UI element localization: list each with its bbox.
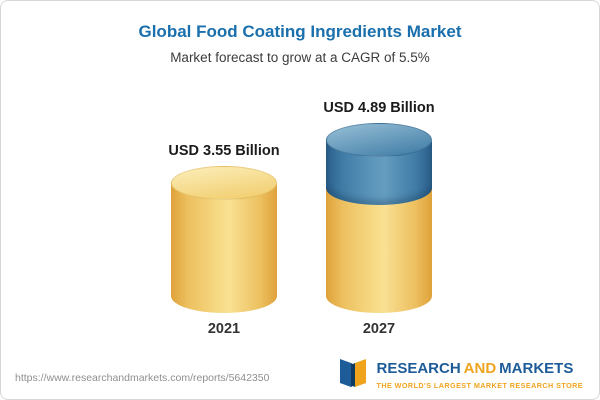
- brand-word-markets: MARKETS: [499, 360, 574, 378]
- brand-words: RESEARCH AND MARKETS: [376, 361, 583, 378]
- bar-2027-cylinder: [326, 123, 432, 313]
- bar-2027-base-segment: [326, 188, 432, 313]
- brand-logo: RESEARCH AND MARKETS THE WORLD'S LARGEST…: [338, 356, 583, 395]
- page-title: Global Food Coating Ingredients Market: [138, 22, 462, 41]
- brand-text: RESEARCH AND MARKETS THE WORLD'S LARGEST…: [376, 361, 583, 390]
- bar-2027-top-ellipse: [326, 123, 432, 157]
- chart-subtitle: Market forecast to grow at a CAGR of 5.5…: [170, 50, 430, 65]
- category-label-2027: 2027: [362, 321, 396, 337]
- bar-2021-body: [171, 183, 277, 313]
- brand-word-research: RESEARCH: [376, 360, 461, 378]
- bar-2021-top-ellipse: [171, 166, 277, 200]
- report-url: https://www.researchandmarkets.com/repor…: [15, 372, 270, 384]
- brand-word-and: AND: [463, 360, 497, 378]
- value-label-2027: USD 4.89 Billion: [323, 100, 435, 116]
- value-label-2021: USD 3.55 Billion: [168, 143, 280, 159]
- brand-tagline: THE WORLD'S LARGEST MARKET RESEARCH STOR…: [376, 380, 583, 390]
- category-label-2021: 2021: [207, 321, 241, 337]
- research-and-markets-logo-icon: [338, 356, 368, 395]
- bar-2021-cylinder: [171, 166, 277, 313]
